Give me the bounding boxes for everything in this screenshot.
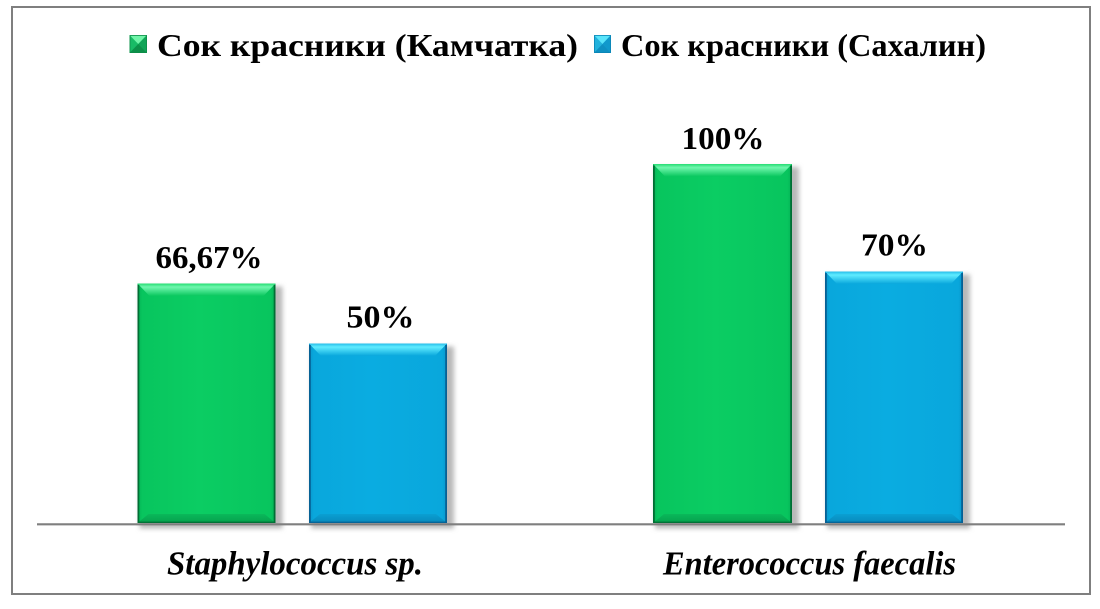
svg-text:66,67%: 66,67% (156, 240, 263, 275)
svg-text:70%: 70% (861, 228, 928, 263)
svg-text:100%: 100% (682, 121, 765, 156)
svg-text:Enterococcus faecalis: Enterococcus faecalis (662, 545, 956, 582)
svg-text:Сок красники (Сахалин): Сок красники (Сахалин) (621, 27, 986, 63)
svg-text:Сок красники (Камчатка): Сок красники (Камчатка) (157, 27, 578, 63)
svg-text:50%: 50% (347, 300, 415, 335)
svg-text:Staphylococcus sp.: Staphylococcus sp. (167, 545, 423, 582)
